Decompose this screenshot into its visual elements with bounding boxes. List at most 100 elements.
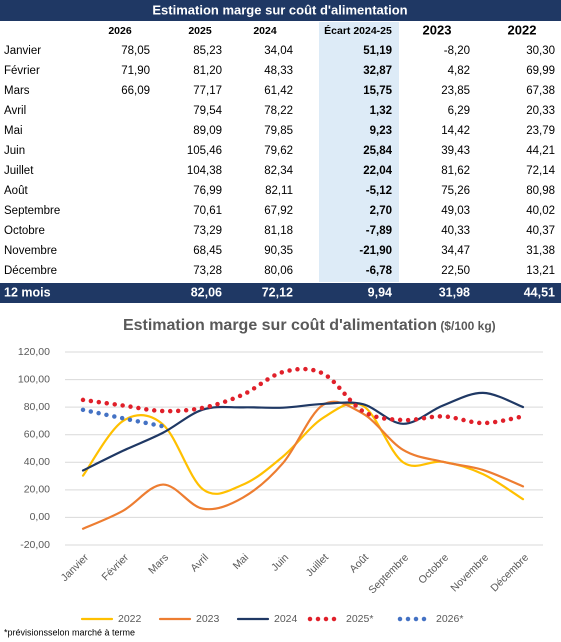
y-tick-label: 80,00 [24, 401, 50, 413]
row-label: Décembre [4, 265, 57, 277]
cell: 67,92 [264, 205, 293, 217]
cell: 44,21 [526, 145, 555, 157]
total-cell: 9,94 [368, 285, 392, 299]
cell: 31,38 [526, 245, 555, 257]
row-label: Octobre [4, 225, 45, 237]
cell: 13,21 [526, 265, 555, 277]
cell: 81,20 [193, 65, 222, 77]
total-bar [0, 283, 561, 303]
total-cell: 82,06 [191, 285, 222, 299]
cell: 81,62 [441, 165, 470, 177]
cell: 79,54 [193, 105, 222, 117]
x-tick-label: Mai [231, 552, 251, 572]
x-tick-label: Août [347, 552, 371, 576]
column-header: 2023 [423, 22, 452, 37]
cell: 72,14 [526, 165, 555, 177]
row-label: Juin [4, 145, 25, 157]
cell: -5,12 [366, 185, 392, 197]
cell: 66,09 [121, 85, 150, 97]
cell: 51,19 [363, 45, 392, 57]
cell: 104,38 [187, 165, 222, 177]
cell: 9,23 [370, 125, 392, 137]
y-tick-label: 20,00 [24, 484, 50, 496]
cell: 40,33 [441, 225, 470, 237]
cell: 70,61 [193, 205, 222, 217]
cell: 82,34 [264, 165, 293, 177]
x-tick-label: Février [100, 551, 132, 583]
cell: 25,84 [363, 145, 392, 157]
cell: 48,33 [264, 65, 293, 77]
cell: 20,33 [526, 105, 555, 117]
cell: 34,47 [441, 245, 470, 257]
y-tick-label: 100,00 [18, 373, 50, 385]
x-tick-label: Décembre [488, 551, 531, 594]
cell: 40,37 [526, 225, 555, 237]
cell: 39,43 [441, 145, 470, 157]
x-tick-label: Octobre [416, 551, 451, 586]
total-cell: 72,12 [262, 285, 293, 299]
y-tick-label: 40,00 [24, 456, 50, 468]
cell: 75,26 [441, 185, 470, 197]
row-label: Novembre [4, 245, 57, 257]
series-line [80, 407, 166, 429]
y-tick-label: -20,00 [20, 539, 50, 551]
cell: 78,05 [121, 45, 150, 57]
total-cell: 12 mois [4, 285, 51, 299]
row-label: Mai [4, 125, 23, 137]
x-tick-label: Septembre [366, 551, 411, 596]
cell: 23,85 [441, 85, 470, 97]
row-label: Mars [4, 85, 30, 97]
cell: 67,38 [526, 85, 555, 97]
cell: 79,62 [264, 145, 293, 157]
cell: 22,04 [363, 165, 392, 177]
cell: 82,11 [265, 185, 293, 197]
total-cell: 44,51 [524, 285, 555, 299]
cell: 49,03 [441, 205, 470, 217]
cell: 80,98 [526, 185, 555, 197]
cell: 81,18 [264, 225, 293, 237]
legend-label: 2025* [346, 613, 373, 625]
cell: 79,85 [264, 125, 293, 137]
legend-label: 2023 [196, 613, 220, 625]
row-label: Avril [4, 105, 26, 117]
cell: 61,42 [264, 85, 293, 97]
cell: 80,06 [264, 265, 293, 277]
column-header: 2026 [108, 25, 132, 37]
row-label: Février [4, 65, 40, 77]
x-tick-label: Mars [146, 552, 171, 577]
cell: 40,02 [526, 205, 555, 217]
legend-label: 2022 [118, 613, 142, 625]
cell: 76,99 [193, 185, 222, 197]
cell: 23,79 [526, 125, 555, 137]
y-tick-label: 60,00 [24, 428, 50, 440]
column-header: 2025 [188, 25, 212, 37]
cell: 73,28 [193, 265, 222, 277]
table-title-bar [0, 0, 561, 21]
cell: 105,46 [187, 145, 222, 157]
cell: 90,35 [264, 245, 293, 257]
row-label: Janvier [4, 45, 41, 57]
footnote: *prévisionsselon marché à terme [4, 627, 135, 637]
cell: 30,30 [526, 45, 555, 57]
cell: 15,75 [363, 85, 392, 97]
legend-label: 2024 [274, 613, 298, 625]
chart-title: Estimation marge sur coût d'alimentation [123, 317, 437, 334]
chart-subtitle: ($/100 kg) [440, 319, 495, 333]
cell: 34,04 [264, 45, 293, 57]
cell: 32,87 [363, 65, 392, 77]
x-tick-label: Avril [188, 552, 211, 575]
y-tick-label: 0,00 [30, 511, 51, 523]
cell: 85,23 [193, 45, 222, 57]
cell: 89,09 [193, 125, 222, 137]
cell: -8,20 [444, 45, 470, 57]
series-line [81, 400, 525, 530]
cell: 22,50 [441, 265, 470, 277]
column-header: 2024 [253, 25, 277, 37]
x-tick-label: Janvier [59, 551, 92, 584]
highlight-column [319, 22, 399, 282]
cell: 78,22 [264, 105, 293, 117]
x-tick-label: Juillet [304, 552, 332, 580]
x-tick-label: Juin [269, 551, 291, 573]
row-label: Août [4, 185, 28, 197]
